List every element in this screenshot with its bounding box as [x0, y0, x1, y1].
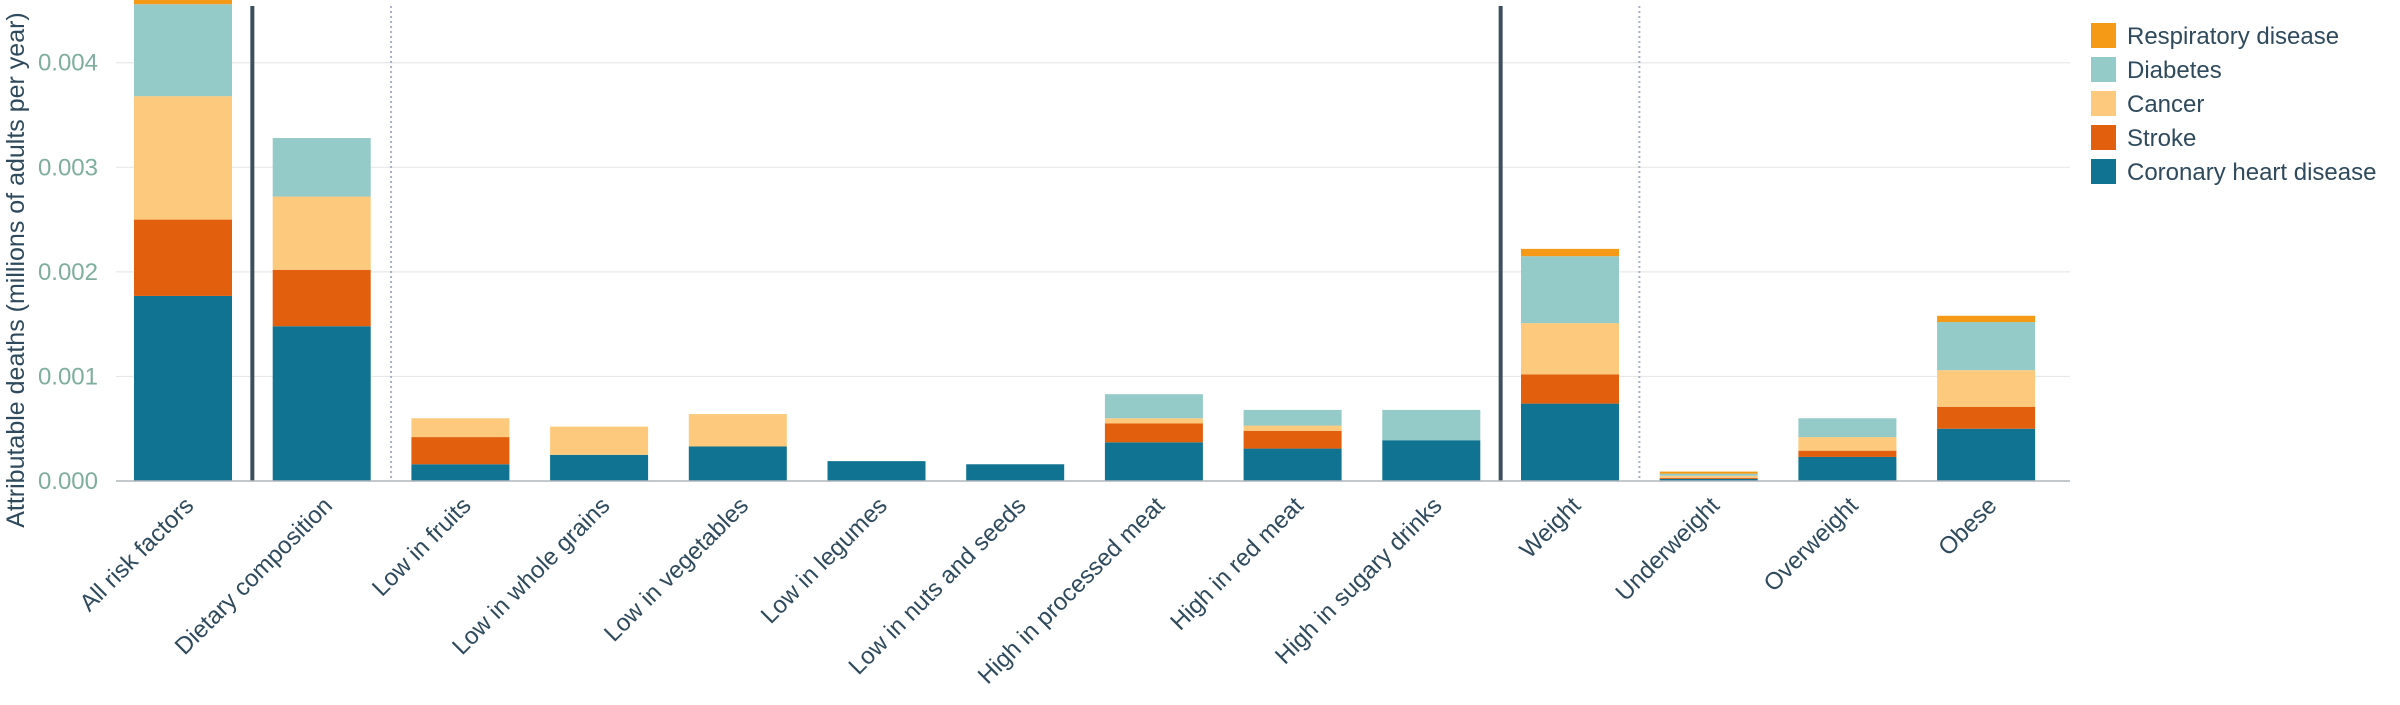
bar-segment-cancer: [272, 196, 371, 270]
bar-segment-diabetes: [134, 4, 232, 97]
bar-segment-coronary-heart-disease: [1243, 448, 1342, 481]
bar-segment-coronary-heart-disease: [827, 461, 926, 481]
x-tick-label: Obese: [1933, 492, 2002, 561]
legend-swatch: [2091, 125, 2116, 150]
bar-stack: [1937, 315, 2036, 481]
bar-segment-cancer: [1937, 370, 2036, 407]
bar-stack: [1104, 394, 1203, 481]
bar-segment-cancer: [688, 414, 787, 447]
bar-stack: [134, 0, 232, 481]
bar-segment-stroke: [1243, 430, 1342, 449]
bar-segment-diabetes: [272, 138, 371, 197]
bar-segment-diabetes: [1798, 418, 1897, 438]
legend-swatch: [2091, 23, 2116, 48]
bar-segment-stroke: [1659, 477, 1758, 479]
bar-segment-stroke: [1104, 423, 1203, 443]
bar-segment-respiratory-disease: [1937, 315, 2036, 323]
bar-stack: [827, 461, 926, 481]
bar-segment-cancer: [1521, 323, 1619, 375]
x-tick-label: Low in legumes: [756, 492, 893, 629]
bar-segment-cancer: [411, 418, 510, 438]
legend-label: Respiratory disease: [2127, 23, 2339, 50]
category-dividers: [250, 6, 1641, 481]
x-tick-label: Overweight: [1759, 492, 1864, 597]
x-tick-label: Low in vegetables: [599, 492, 754, 647]
bar-segment-stroke: [1521, 374, 1619, 404]
bar-segment-coronary-heart-disease: [411, 464, 510, 481]
y-tick-labels: 0.000 0.001 0.002 0.003 0.004: [38, 50, 98, 495]
bar-stack: [411, 418, 510, 481]
bar-segment-stroke: [1937, 406, 2036, 429]
y-axis-title: Attributable deaths (millions of adults …: [2, 12, 30, 528]
x-tick-label: High in red meat: [1165, 492, 1309, 636]
grid-lines: [116, 62, 2070, 378]
legend-label: Cancer: [2127, 91, 2204, 118]
bar-segment-diabetes: [1104, 394, 1203, 419]
legend-label: Coronary heart disease: [2127, 159, 2376, 186]
x-tick-label: Low in whole grains: [447, 492, 615, 660]
bar-stack: [1798, 418, 1897, 481]
bar-segment-coronary-heart-disease: [1937, 428, 2036, 481]
bar-stack: [1243, 409, 1342, 481]
bar-segment-coronary-heart-disease: [272, 326, 371, 481]
x-tick-label: Low in fruits: [367, 492, 477, 602]
bar-stack: [272, 138, 371, 481]
bar-segment-coronary-heart-disease: [1521, 403, 1619, 481]
bar-segment-respiratory-disease: [134, 0, 232, 5]
bar-segment-respiratory-disease: [1659, 471, 1758, 474]
y-tick-label: 0.001: [38, 363, 98, 390]
bar-segment-stroke: [272, 269, 371, 327]
bar-stack: [1382, 409, 1481, 481]
bar-segment-coronary-heart-disease: [134, 295, 232, 481]
bar-segment-coronary-heart-disease: [550, 454, 649, 481]
bar-segment-coronary-heart-disease: [688, 446, 787, 481]
bar-segment-cancer: [550, 426, 649, 455]
bar-segment-diabetes: [1659, 473, 1758, 476]
y-tick-label: 0.004: [38, 50, 98, 77]
x-tick-label: Dietary composition: [170, 492, 338, 660]
y-tick-label: 0.000: [38, 468, 98, 495]
bar-segment-stroke: [134, 219, 232, 296]
bar-segment-diabetes: [1521, 256, 1619, 324]
bar-segment-respiratory-disease: [1521, 248, 1619, 257]
bar-segment-coronary-heart-disease: [1382, 440, 1481, 481]
bar-segment-cancer: [1104, 418, 1203, 424]
legend-swatch: [2091, 57, 2116, 82]
legend-label: Stroke: [2127, 125, 2196, 152]
bar-segment-cancer: [1798, 437, 1897, 451]
bar-segment-cancer: [1243, 425, 1342, 431]
bar-segment-coronary-heart-disease: [966, 464, 1065, 481]
bar-segment-coronary-heart-disease: [1104, 442, 1203, 481]
bar-segment-coronary-heart-disease: [1659, 478, 1758, 481]
bar-segment-diabetes: [1243, 409, 1342, 426]
y-tick-label: 0.002: [38, 259, 98, 286]
bars: [134, 0, 2036, 481]
bar-segment-diabetes: [1937, 322, 2036, 371]
bar-stack: [550, 426, 649, 481]
bar-segment-cancer: [1659, 475, 1758, 478]
bar-segment-stroke: [1798, 450, 1897, 457]
bar-segment-cancer: [134, 96, 232, 220]
legend-label: Diabetes: [2127, 57, 2222, 84]
y-tick-label: 0.003: [38, 154, 98, 181]
x-tick-label: All risk factors: [75, 492, 200, 617]
x-tick-label: Weight: [1515, 492, 1587, 564]
legend-swatch: [2091, 159, 2116, 184]
legend: Respiratory disease Diabetes Cancer Stroke C…: [2091, 23, 2376, 186]
bar-stack: [688, 414, 787, 481]
bar-stack: [1659, 471, 1758, 481]
bar-segment-stroke: [411, 437, 510, 465]
bar-stack: [1521, 248, 1619, 481]
bar-segment-coronary-heart-disease: [1798, 456, 1897, 481]
bar-stack: [966, 464, 1065, 481]
bar-segment-diabetes: [1382, 409, 1481, 441]
legend-swatch: [2091, 91, 2116, 116]
x-tick-label: Underweight: [1611, 492, 1726, 607]
